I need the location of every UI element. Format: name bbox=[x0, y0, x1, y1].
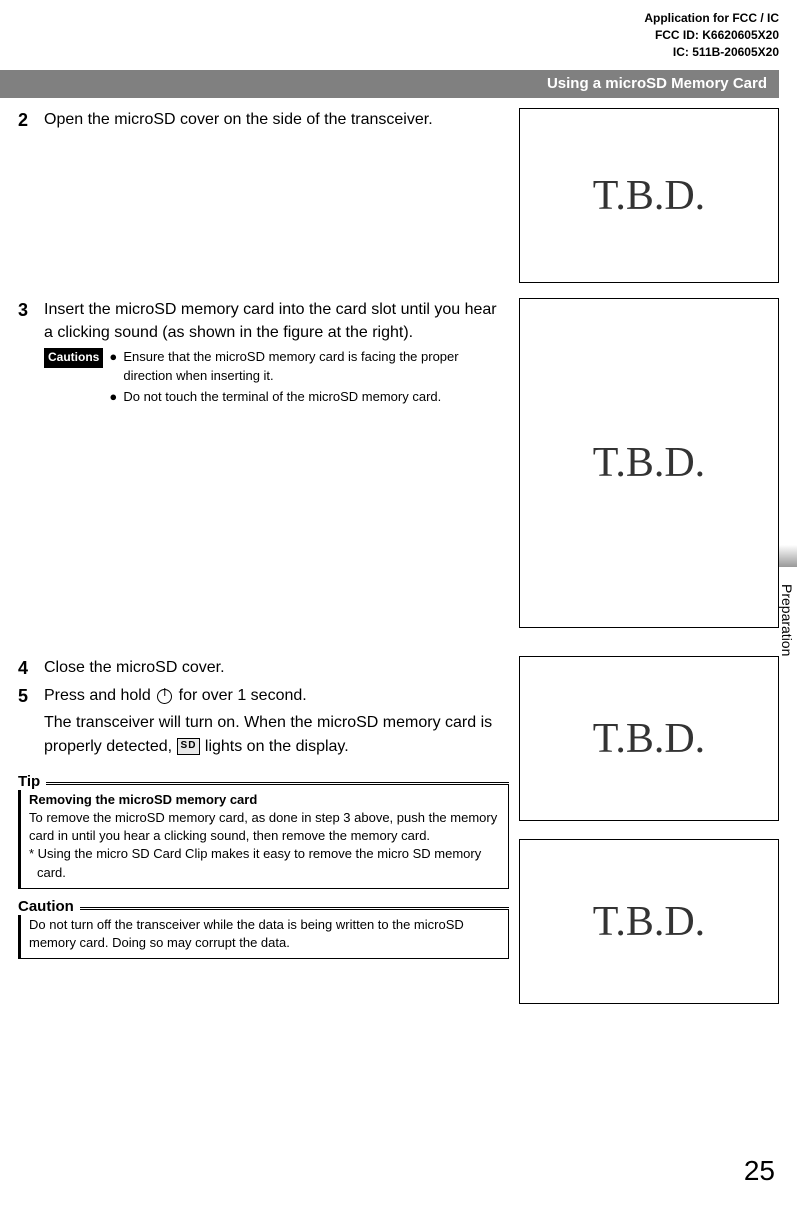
step-4-num: 4 bbox=[18, 656, 44, 680]
page-number: 25 bbox=[744, 1155, 775, 1187]
meta-line-3: IC: 511B-20605X20 bbox=[644, 44, 779, 61]
side-tab-label: Preparation bbox=[779, 567, 795, 667]
tip-body-1: To remove the microSD memory card, as do… bbox=[29, 809, 500, 845]
cautions-list: ● Ensure that the microSD memory card is… bbox=[109, 348, 509, 409]
tip-label: Tip bbox=[18, 773, 46, 790]
caution-inner: Do not turn off the transceiver while th… bbox=[18, 909, 509, 959]
caution-item-1: ● Ensure that the microSD memory card is… bbox=[109, 348, 509, 384]
caution-body: Do not turn off the transceiver while th… bbox=[29, 916, 500, 952]
caution-box: Caution Do not turn off the transceiver … bbox=[18, 909, 509, 959]
tbd-placeholder-1: T.B.D. bbox=[519, 108, 779, 283]
power-icon bbox=[157, 689, 172, 704]
header-meta: Application for FCC / IC FCC ID: K662060… bbox=[644, 10, 779, 60]
step-2-num: 2 bbox=[18, 108, 44, 288]
meta-line-1: Application for FCC / IC bbox=[644, 10, 779, 27]
meta-line-2: FCC ID: K6620605X20 bbox=[644, 27, 779, 44]
step-4-5-textcol: 4 Close the microSD cover. 5 Press and h… bbox=[18, 656, 519, 1004]
step-3-row: 3 Insert the microSD memory card into th… bbox=[18, 298, 779, 638]
section-title: Using a microSD Memory Card bbox=[547, 75, 767, 92]
tip-inner: Removing the microSD memory card To remo… bbox=[18, 784, 509, 889]
step-4-5-row: 4 Close the microSD cover. 5 Press and h… bbox=[18, 656, 779, 1004]
step-5-text-b: for over 1 second. bbox=[174, 687, 307, 704]
side-tab: Preparation bbox=[779, 545, 797, 675]
step-3-num: 3 bbox=[18, 298, 44, 638]
cautions-badge: Cautions bbox=[44, 348, 103, 367]
step-5-text-d: lights on the display. bbox=[200, 738, 348, 755]
figure-3: T.B.D. bbox=[519, 298, 779, 638]
bullet-icon: ● bbox=[109, 388, 123, 406]
figure-2: T.B.D. bbox=[519, 108, 779, 288]
tip-body-2: * Using the micro SD Card Clip makes it … bbox=[29, 845, 500, 881]
step-5-line2: The transceiver will turn on. When the m… bbox=[44, 711, 509, 757]
caution-item-2: ● Do not touch the terminal of the micro… bbox=[109, 388, 509, 406]
step-2-text: Open the microSD cover on the side of th… bbox=[44, 108, 519, 288]
step-5-body: Press and hold for over 1 second. The tr… bbox=[44, 684, 509, 758]
step-2-row: 2 Open the microSD cover on the side of … bbox=[18, 108, 779, 288]
step-3-cautions: Cautions ● Ensure that the microSD memor… bbox=[44, 348, 509, 409]
caution-topline bbox=[18, 907, 509, 908]
sd-icon: SD bbox=[177, 738, 201, 755]
step-5-text-a: Press and hold bbox=[44, 687, 155, 704]
step-4: 4 Close the microSD cover. bbox=[18, 656, 509, 680]
tip-title: Removing the microSD memory card bbox=[29, 791, 500, 809]
tbd-placeholder-4: T.B.D. bbox=[519, 839, 779, 1004]
caution-1-text: Ensure that the microSD memory card is f… bbox=[123, 348, 509, 384]
step-3-body: Insert the microSD memory card into the … bbox=[44, 298, 519, 638]
bullet-icon: ● bbox=[109, 348, 123, 384]
caution-label: Caution bbox=[18, 898, 80, 915]
step-5: 5 Press and hold for over 1 second. The … bbox=[18, 684, 509, 758]
caution-2-text: Do not touch the terminal of the microSD… bbox=[123, 388, 441, 406]
tbd-placeholder-3: T.B.D. bbox=[519, 656, 779, 821]
tip-box: Tip Removing the microSD memory card To … bbox=[18, 784, 509, 889]
step-4-text: Close the microSD cover. bbox=[44, 656, 509, 680]
content-area: 2 Open the microSD cover on the side of … bbox=[18, 108, 779, 1150]
tbd-placeholder-2: T.B.D. bbox=[519, 298, 779, 628]
side-tab-gradient bbox=[779, 545, 797, 567]
figure-4-5-col: T.B.D. T.B.D. bbox=[519, 656, 779, 1004]
section-title-bar: Using a microSD Memory Card bbox=[0, 70, 779, 98]
step-5-num: 5 bbox=[18, 684, 44, 758]
tip-topline bbox=[18, 782, 509, 783]
step-3-text: Insert the microSD memory card into the … bbox=[44, 298, 509, 344]
